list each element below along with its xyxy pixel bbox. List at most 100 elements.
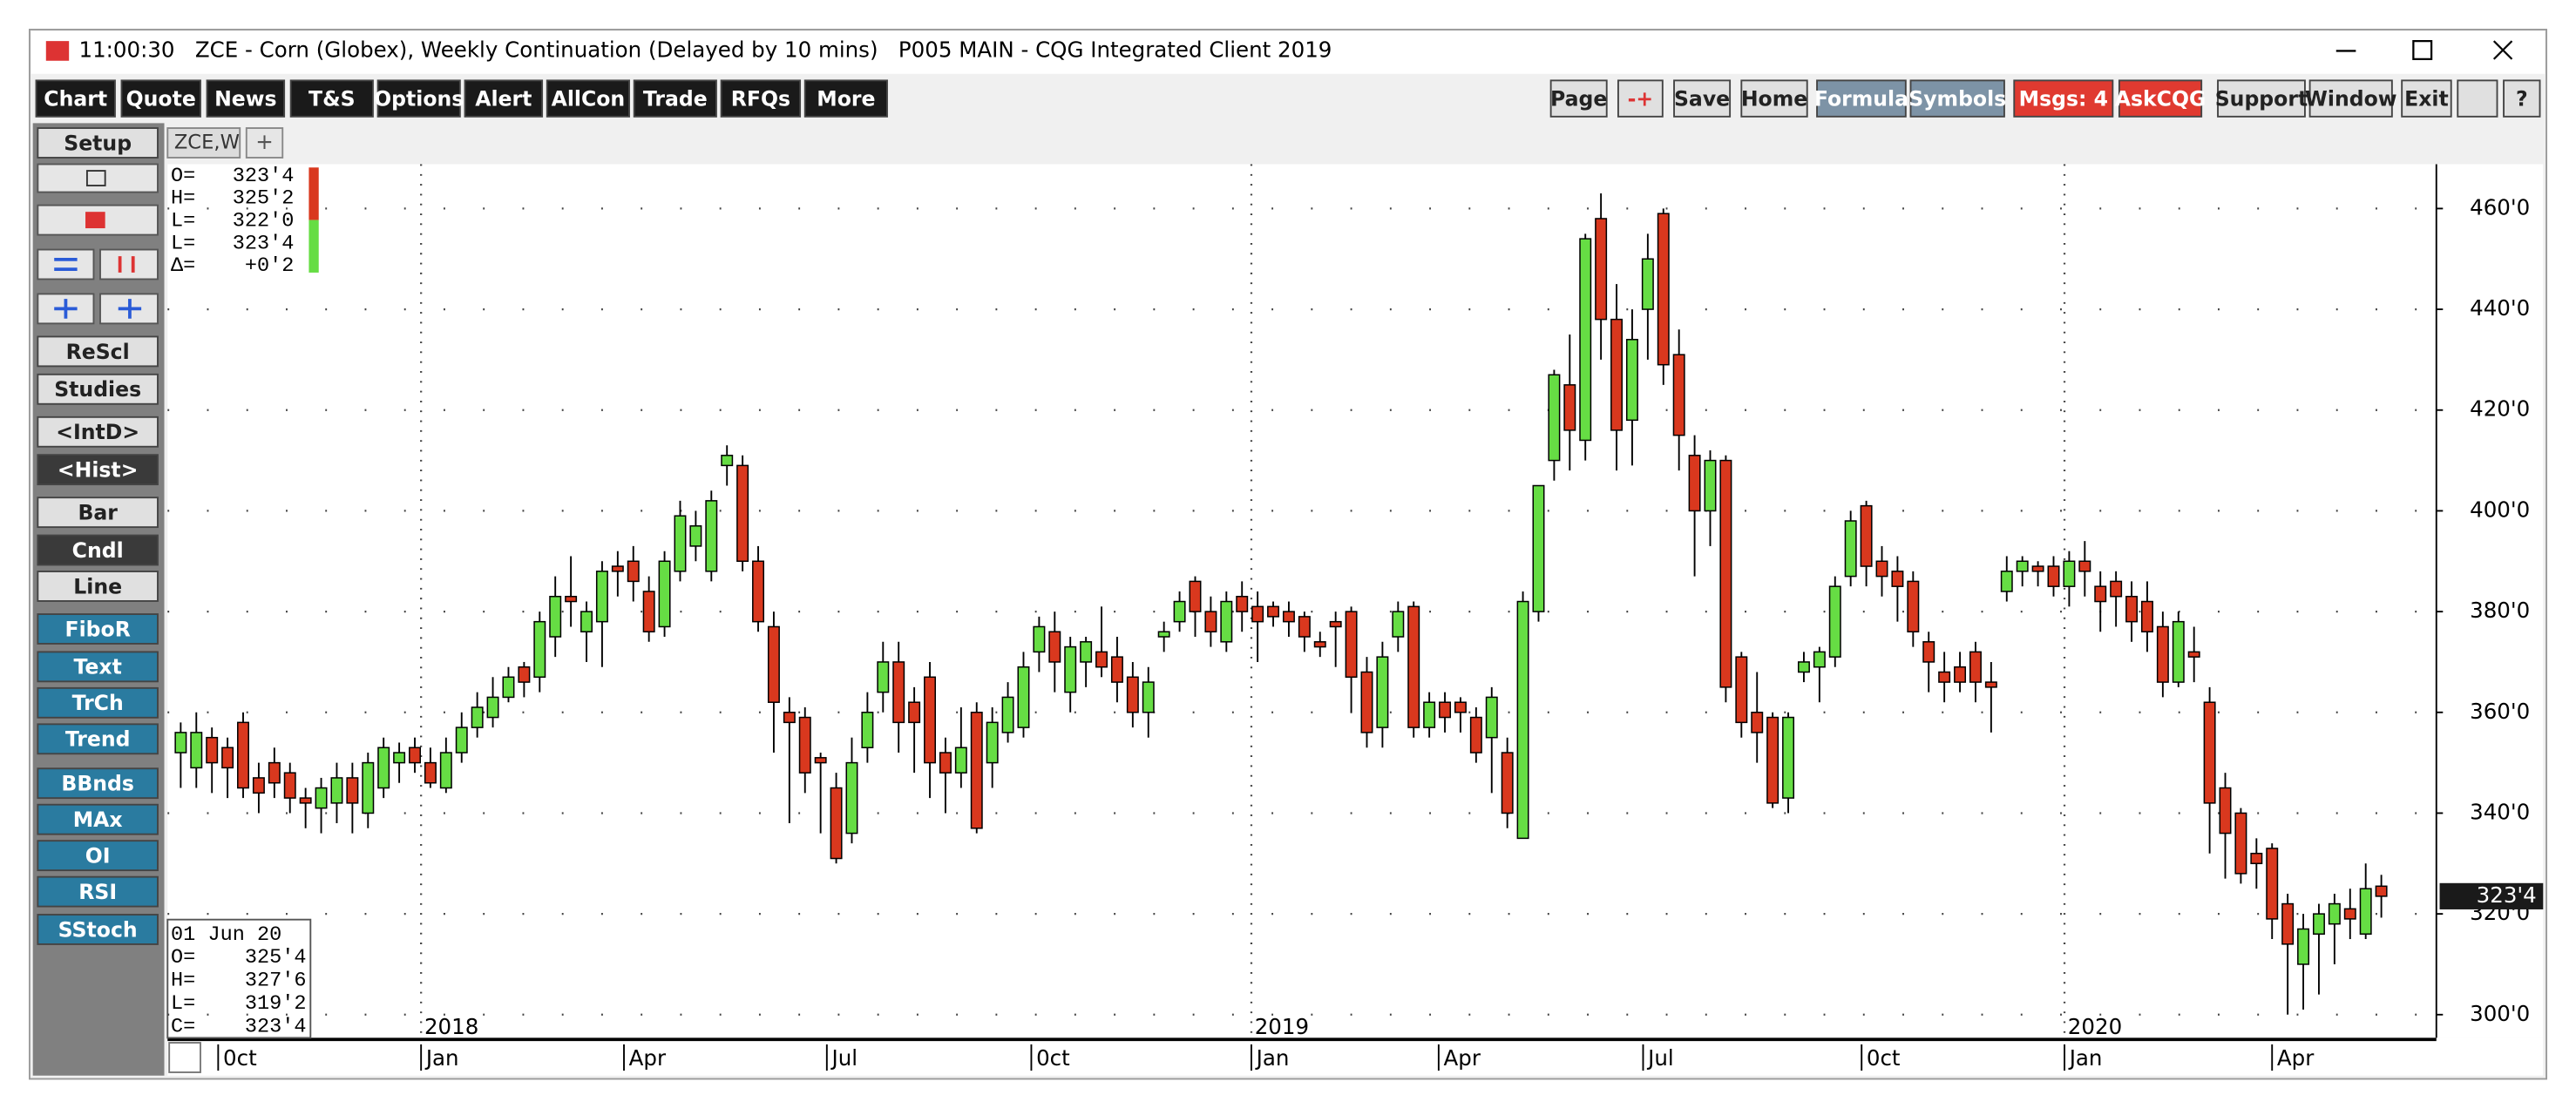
bar-info-line: 01 Jun 20 [171,923,281,947]
tab-add-label: + [255,129,274,154]
x-tick-label: Jan [424,1045,459,1071]
toolbar-button[interactable] [206,79,286,118]
x-tick-label: Jan [2068,1045,2103,1071]
toolbar-button[interactable] [1617,79,1664,118]
candle-body [2203,701,2216,804]
candle-body [1610,318,1624,431]
quote-line: L= 322'0 [171,210,294,233]
restore-button[interactable] [2457,79,2498,118]
candle-body [1392,611,1405,638]
candle-body [439,752,452,789]
sidebar-button-label: <Hist> [58,458,139,483]
candle-body [1267,605,1280,618]
toolbar-button[interactable] [35,79,116,118]
close-button[interactable] [2492,40,2513,60]
candle-body [2078,560,2091,572]
tab[interactable] [166,127,241,159]
candle-body [424,761,437,784]
candle-body [2266,848,2279,920]
toolbar-button-label: Window [2305,86,2397,111]
toolbar-button[interactable] [1673,79,1732,118]
toolbar-button[interactable] [1549,79,1608,118]
candle-body [845,761,858,835]
candle-body [939,752,952,774]
toolbar-button[interactable] [546,79,630,118]
candle-body [611,565,624,572]
candle-body [2125,595,2139,623]
sidebar-button-label: RSI [78,880,117,904]
sidebar-button[interactable] [37,373,159,405]
sidebar-button[interactable] [37,335,159,368]
year-label: 2020 [2068,1014,2122,1039]
last-price-box [2439,882,2544,909]
candle-body [1095,651,1108,668]
toolbar-button[interactable] [803,79,888,118]
app-icon [45,41,70,61]
sidebar-button[interactable] [37,497,159,529]
candle-body [1033,625,1046,653]
toolbar-button[interactable] [2503,79,2541,118]
toolbar-button[interactable] [1816,79,1907,118]
zoom-out-icon [118,299,142,319]
toolbar-button[interactable] [120,79,201,118]
toolbar-button[interactable] [2308,79,2393,118]
sort-button[interactable] [99,248,159,280]
candle-body [1220,600,1233,643]
sidebar-button[interactable] [37,803,159,835]
toolbar-button[interactable] [289,79,374,118]
candle-body [1048,631,1061,663]
bar-info-line: O= 325'4 [171,946,306,970]
sidebar-button[interactable] [37,613,159,645]
toolbar-button-label: RFQs [731,86,790,111]
candle-body [1828,585,1841,658]
candle-body [409,747,421,764]
candle-body [2281,902,2295,945]
sidebar-button[interactable] [37,840,159,872]
sidebar-button-label: Bar [78,501,118,525]
export-icon [85,212,105,229]
toolbar-button[interactable] [1909,79,2005,118]
sidebar-button[interactable] [37,651,159,683]
candle-body [721,455,734,467]
toolbar-button[interactable] [376,79,461,118]
candle-body [1251,605,1264,623]
candle-body [455,726,468,753]
sidebar-button[interactable] [37,127,159,159]
y-tick-label: 420'0 [2470,396,2530,422]
bar-info-line: H= 327'6 [171,970,306,993]
sidebar-button[interactable] [37,454,159,486]
sidebar-button[interactable] [37,686,159,719]
toolbar-button-label: Save [1674,86,1730,111]
sidebar-button[interactable] [37,723,159,755]
sidebar-button[interactable] [37,767,159,800]
sort-icon [118,256,135,273]
toolbar-button[interactable] [1740,79,1808,118]
sidebar-button[interactable] [37,571,159,602]
x-tick-label: Apr [629,1045,667,1071]
candle-body [190,732,203,769]
toolbar-button-label: Formula [1814,86,1908,111]
x-tick-label: Jul [830,1045,858,1071]
sidebar-button[interactable] [37,534,159,566]
candle-body [1813,651,1826,668]
toolbar-button[interactable] [633,79,717,118]
sidebar-button[interactable] [37,416,159,448]
candle-body [1984,681,1997,688]
toolbar-button[interactable] [720,79,802,118]
toolbar-button[interactable] [2401,79,2452,118]
print-button[interactable] [37,163,159,193]
toolbar-button[interactable] [464,79,544,118]
candle-body [393,752,406,764]
scroll-button[interactable] [37,248,95,280]
candle-body [986,721,999,764]
toolbar-button[interactable] [2013,79,2114,118]
quote-line: Δ= +0'2 [171,254,294,278]
toolbar-button-label: Msgs: 4 [2019,86,2108,111]
sidebar-button[interactable] [37,914,159,945]
toolbar-button[interactable] [2118,79,2203,118]
sidebar-button[interactable] [37,875,159,908]
maximize-button[interactable] [2412,39,2433,60]
toolbar-button[interactable] [2217,79,2306,118]
tab-add[interactable] [245,127,284,159]
